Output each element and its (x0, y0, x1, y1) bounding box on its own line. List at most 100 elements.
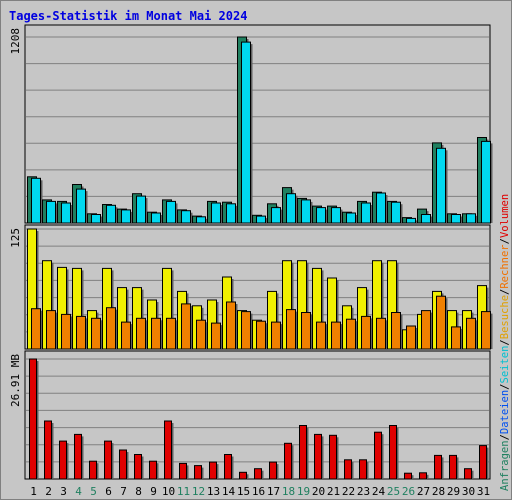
bar-besuche-day-26 (406, 325, 416, 350)
bar-volumen-day-27 (419, 472, 427, 480)
x-tick-label-day-5: 5 (90, 485, 97, 498)
x-tick-label-day-19: 19 (297, 485, 310, 498)
bar-volumen-day-7 (119, 449, 127, 480)
bar-volumen-day-26 (404, 472, 412, 480)
bar-dateien-day-18 (286, 193, 296, 224)
legend-item-anfragen: Anfragen (499, 440, 511, 491)
y-max-label: 1208 (9, 28, 22, 55)
bar-dateien-day-9 (151, 212, 161, 224)
bar-besuche-day-5 (91, 317, 101, 350)
x-tick-label-day-11: 11 (177, 485, 190, 498)
bar-dateien-day-29 (451, 214, 461, 224)
panel-volume: 26.91 MB (9, 350, 491, 480)
bar-besuche-day-13 (211, 322, 221, 350)
bar-besuche-day-29 (451, 326, 461, 350)
bar-dateien-day-2 (46, 200, 56, 224)
bar-besuche-day-24 (376, 317, 386, 350)
legend-separator: / (499, 434, 511, 440)
x-tick-label-day-17: 17 (267, 485, 280, 498)
bar-volumen-day-8 (134, 454, 142, 480)
bar-besuche-day-22 (346, 318, 356, 350)
bar-besuche-day-18 (286, 309, 296, 350)
bar-volumen-day-11 (179, 462, 187, 480)
bar-dateien-day-14 (226, 203, 236, 224)
bar-besuche-day-10 (166, 317, 176, 350)
y-max-label: 125 (9, 228, 22, 248)
x-tick-label-day-13: 13 (207, 485, 220, 498)
bar-besuche-day-9 (151, 317, 161, 350)
bar-volumen-day-31 (479, 445, 487, 480)
bar-dateien-day-6 (106, 204, 116, 224)
panel-requests-files: 1208 (9, 24, 493, 224)
bar-dateien-day-30 (466, 213, 476, 224)
bar-dateien-day-16 (256, 215, 266, 224)
bar-volumen-day-1 (29, 358, 37, 480)
bar-dateien-day-25 (391, 201, 401, 224)
bar-dateien-day-22 (346, 212, 356, 224)
x-tick-label-day-31: 31 (477, 485, 490, 498)
legend-separator: / (499, 339, 511, 345)
bar-besuche-day-14 (226, 301, 236, 350)
bar-dateien-day-26 (406, 217, 416, 224)
bar-besuche-day-11 (181, 303, 191, 350)
bar-dateien-day-7 (121, 209, 131, 224)
x-tick-label-day-29: 29 (447, 485, 460, 498)
bar-volumen-day-23 (359, 459, 367, 480)
bar-dateien-day-13 (211, 202, 221, 224)
bar-besuche-day-12 (196, 319, 206, 350)
chart-title: Tages-Statistik im Monat Mai 2024 (9, 9, 247, 23)
bar-besuche-day-17 (271, 321, 281, 350)
bar-dateien-day-24 (376, 192, 386, 224)
bar-volumen-day-16 (254, 468, 262, 480)
x-tick-label-day-4: 4 (75, 485, 82, 498)
plot-area (24, 24, 491, 224)
bar-dateien-day-4 (76, 188, 86, 224)
bar-volumen-day-22 (344, 459, 352, 480)
bar-dateien-day-10 (166, 200, 176, 224)
legend-item-dateien: Dateien (499, 390, 511, 434)
bar-besuche-day-30 (466, 317, 476, 350)
x-tick-label-day-7: 7 (120, 485, 127, 498)
bar-besuche-day-1 (31, 308, 41, 350)
bar-dateien-day-15 (241, 41, 251, 224)
bar-dateien-day-27 (421, 214, 431, 224)
legend: Anfragen/Dateien/Seiten/Besuche/Rechner/… (499, 194, 511, 491)
bar-dateien-day-19 (301, 199, 311, 224)
bar-besuche-day-3 (61, 313, 71, 350)
bar-volumen-day-6 (104, 440, 112, 480)
x-tick-label-day-26: 26 (402, 485, 415, 498)
bar-dateien-day-3 (61, 202, 71, 224)
bar-besuche-day-31 (481, 311, 491, 350)
bar-dateien-day-5 (91, 214, 101, 224)
x-tick-label-day-9: 9 (150, 485, 157, 498)
bar-volumen-day-29 (449, 454, 457, 480)
bar-besuche-day-25 (391, 312, 401, 350)
bar-dateien-day-31 (481, 140, 491, 224)
bar-volumen-day-13 (209, 461, 217, 480)
bar-volumen-day-2 (44, 420, 52, 480)
bar-dateien-day-23 (361, 202, 371, 224)
bar-dateien-day-28 (436, 147, 446, 224)
bar-dateien-day-21 (331, 207, 341, 224)
bar-besuche-day-27 (421, 310, 431, 350)
bar-volumen-day-30 (464, 468, 472, 480)
x-tick-label-day-2: 2 (45, 485, 52, 498)
x-tick-label-day-21: 21 (327, 485, 340, 498)
x-tick-label-day-15: 15 (237, 485, 250, 498)
bar-besuche-day-19 (301, 312, 311, 350)
bar-volumen-day-3 (59, 440, 67, 480)
bar-volumen-day-5 (89, 460, 97, 480)
bar-besuche-day-28 (436, 295, 446, 350)
x-tick-label-day-24: 24 (372, 485, 386, 498)
x-tick-label-day-10: 10 (162, 485, 175, 498)
legend-separator: / (499, 384, 511, 390)
legend-separator: / (499, 289, 511, 295)
x-tick-label-day-6: 6 (105, 485, 112, 498)
bar-besuche-day-8 (136, 317, 146, 350)
bar-volumen-day-28 (434, 454, 442, 480)
bar-besuche-day-20 (316, 321, 326, 350)
x-tick-label-day-30: 30 (462, 485, 475, 498)
x-tick-label-day-27: 27 (417, 485, 430, 498)
bar-besuche-day-6 (106, 307, 116, 350)
